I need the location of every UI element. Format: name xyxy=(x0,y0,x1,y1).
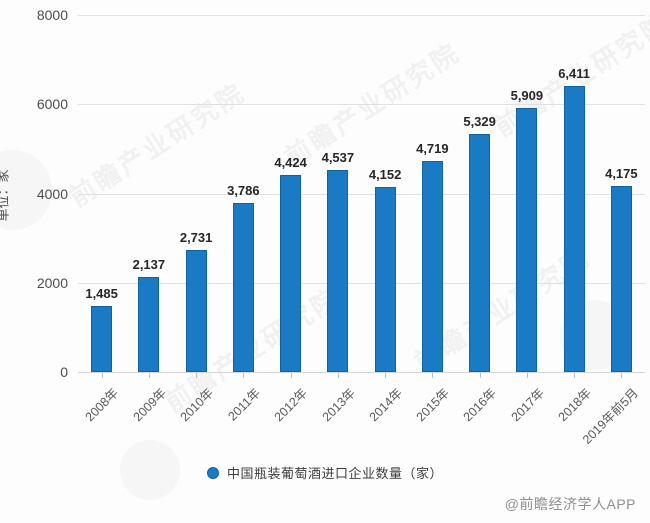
y-tick-label: 0 xyxy=(60,364,68,380)
x-tick-label: 2015年 xyxy=(413,385,453,425)
gridline xyxy=(78,15,645,16)
bar xyxy=(280,174,302,372)
x-tick-label: 2013年 xyxy=(319,385,358,425)
x-tick xyxy=(101,373,103,378)
bar-value-label: 3,786 xyxy=(227,183,260,199)
x-tick xyxy=(385,373,387,378)
bar-value-label: 4,719 xyxy=(416,141,449,157)
x-tick-label: 2009年 xyxy=(130,385,169,425)
x-tick xyxy=(243,373,245,378)
bar xyxy=(138,276,160,372)
bar xyxy=(469,134,491,372)
bar-value-label: 4,424 xyxy=(274,154,307,170)
x-tick-label: 2011年 xyxy=(225,385,264,424)
bar-value-label: 4,537 xyxy=(321,149,355,165)
x-tick-label: 2010年 xyxy=(177,385,216,425)
bar-value-label: 4,152 xyxy=(368,166,402,182)
bar xyxy=(91,305,113,372)
x-tick-label: 2018年 xyxy=(555,385,594,425)
x-tick xyxy=(479,373,481,378)
bar xyxy=(516,108,538,372)
legend-marker-icon xyxy=(206,466,219,479)
source-credit: @前瞻经济学人APP xyxy=(504,496,636,512)
x-tick-label: 2017年 xyxy=(508,385,547,425)
bar-value-label: 6,411 xyxy=(558,65,591,81)
legend-label: 中国瓶装葡萄酒进口企业数量（家） xyxy=(226,466,443,481)
bar xyxy=(185,250,207,372)
bar-value-label: 2,137 xyxy=(132,256,166,272)
bar-value-label: 1,485 xyxy=(85,285,118,301)
bar xyxy=(232,203,254,372)
gridline xyxy=(78,104,645,106)
x-tick-label: 2008年 xyxy=(82,385,122,425)
x-tick xyxy=(337,373,339,378)
bar xyxy=(421,161,443,372)
bar xyxy=(563,85,585,372)
x-tick-label: 2014年 xyxy=(366,385,405,425)
x-tick xyxy=(196,373,198,378)
gridline xyxy=(78,282,645,284)
y-axis-title: 单位：家 xyxy=(0,169,11,222)
y-tick-label: 8000 xyxy=(36,7,68,23)
x-tick-label: 2012年 xyxy=(271,385,311,425)
y-tick-label: 4000 xyxy=(36,185,68,202)
bar-value-label: 5,909 xyxy=(510,88,544,104)
bar xyxy=(374,186,396,372)
x-tick xyxy=(148,373,150,378)
x-tick xyxy=(621,373,623,378)
x-tick xyxy=(574,373,576,378)
bar xyxy=(610,185,632,372)
bar-value-label: 4,175 xyxy=(605,165,638,181)
bar xyxy=(327,169,349,372)
x-axis-line xyxy=(78,372,645,373)
y-tick-label: 2000 xyxy=(36,274,68,291)
bar-value-label: 5,329 xyxy=(463,114,496,130)
y-tick-label: 6000 xyxy=(36,96,68,113)
x-tick xyxy=(526,373,528,378)
x-tick xyxy=(432,373,434,378)
gridline xyxy=(78,193,645,195)
x-tick-label: 2016年 xyxy=(460,385,500,425)
legend: 中国瓶装葡萄酒进口企业数量（家） xyxy=(0,463,650,482)
bar-value-label: 2,731 xyxy=(179,230,213,246)
x-tick xyxy=(290,373,292,378)
